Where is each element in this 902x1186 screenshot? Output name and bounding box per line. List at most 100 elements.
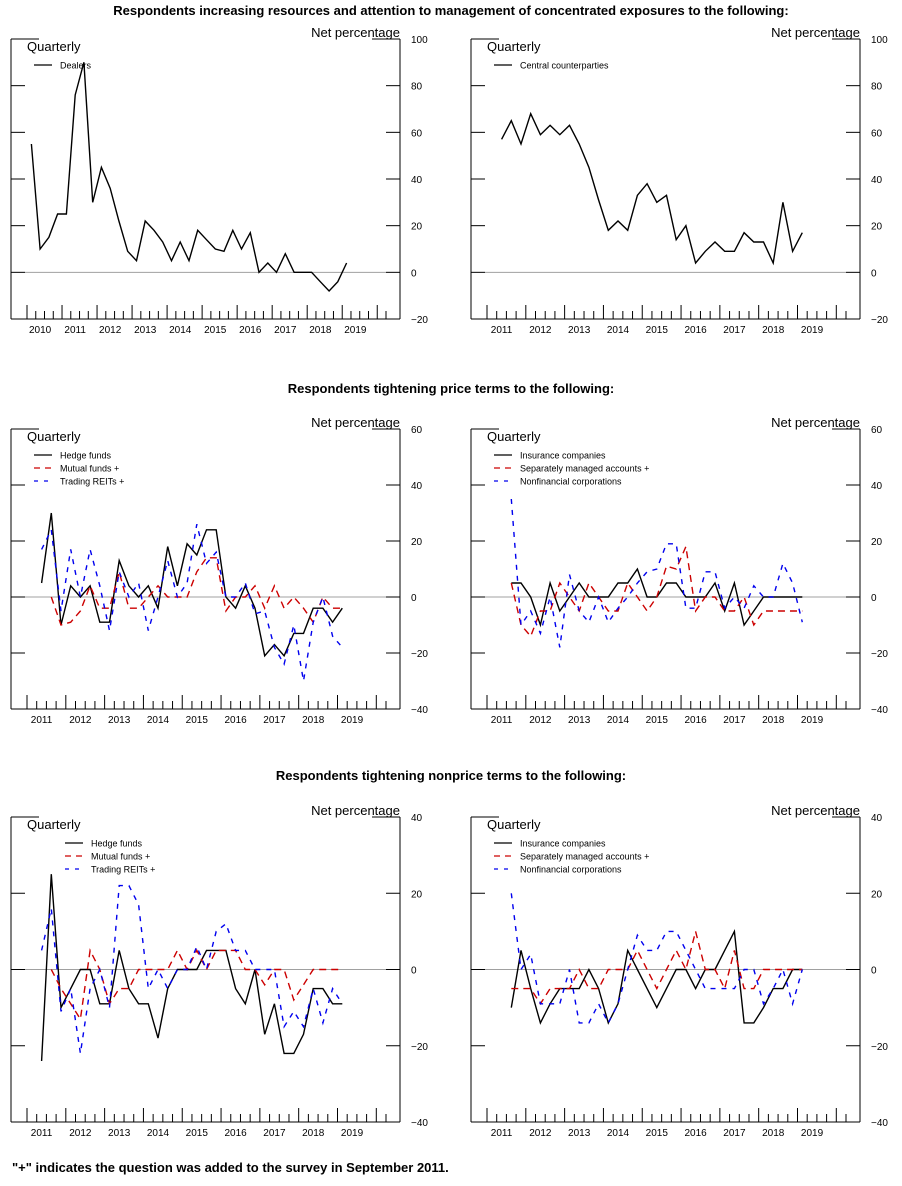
y-tick-label: 0 <box>871 268 877 279</box>
x-tick-label: 2014 <box>607 1128 630 1139</box>
x-tick-label: 2012 <box>69 1128 92 1139</box>
series-line-separately-managed-accounts <box>510 544 803 638</box>
y-axis-label: Net percentage <box>311 803 400 818</box>
y-tick-label: 100 <box>871 35 888 46</box>
y-tick-label: 80 <box>411 82 423 93</box>
x-tick-label: 2015 <box>646 1128 669 1139</box>
x-tick-label: 2014 <box>147 1128 170 1139</box>
legend-label-hedge-funds: Hedge funds <box>60 451 112 461</box>
legend-label-central-counterparties: Central counterparties <box>520 61 609 71</box>
y-tick-label: 20 <box>871 537 883 548</box>
x-tick-label: 2016 <box>224 715 247 726</box>
series-line-mutual-funds <box>50 557 343 626</box>
x-tick-label: 2015 <box>186 1128 209 1139</box>
x-tick-label: 2016 <box>684 715 707 726</box>
chart-dealers: −20 0 20 40 60 80 100 2010 2011 2012 2013 2014 2015 2… <box>0 20 440 340</box>
legend-label-separately-managed-accounts: Separately managed accounts + <box>520 852 649 862</box>
legend-label-trading-reits: Trading REITs + <box>91 865 155 875</box>
series-line-hedge-funds <box>40 874 343 1062</box>
x-tick-label: 2017 <box>263 715 286 726</box>
y-tick-label: −20 <box>411 1042 428 1053</box>
series-line-dealers <box>30 62 348 293</box>
frequency-label: Quarterly <box>27 817 81 832</box>
chart-price-terms-left: −40 −20 0 20 40 60 2011 2012 2013 2014 2015 2016 201… <box>0 410 440 730</box>
y-tick-label: 20 <box>411 222 423 233</box>
chart-svg: −20 0 20 40 60 80 100 2011 2012 2013 2014 2015 2016 2… <box>470 25 888 336</box>
x-tick-label: 2017 <box>723 1128 746 1139</box>
legend-label-insurance-companies: Insurance companies <box>520 451 606 461</box>
x-tick-label: 2012 <box>99 325 122 336</box>
legend-label-dealers: Dealers <box>60 61 92 71</box>
legend-label-separately-managed-accounts: Separately managed accounts + <box>520 464 649 474</box>
legend-label-mutual-funds: Mutual funds + <box>60 464 119 474</box>
x-tick-label: 2012 <box>529 1128 552 1139</box>
legend-label-trading-reits: Trading REITs + <box>60 477 124 487</box>
legend-label-insurance-companies: Insurance companies <box>520 839 606 849</box>
x-tick-label: 2011 <box>491 715 513 726</box>
y-axis-label: Net percentage <box>311 25 400 40</box>
y-tick-label: 60 <box>411 425 423 436</box>
y-tick-label: 40 <box>411 481 423 492</box>
chart-svg: −40 −20 0 20 40 2011 2012 2013 2014 2015 2016 2017 2… <box>470 803 888 1139</box>
chart-svg: −40 −20 0 20 40 2011 2012 2013 2014 2015 2016 2017 2… <box>10 803 428 1139</box>
x-tick-label: 2015 <box>646 715 669 726</box>
legend-label-hedge-funds: Hedge funds <box>91 839 143 849</box>
x-tick-label: 2011 <box>64 325 86 336</box>
x-tick-label: 2016 <box>684 1128 707 1139</box>
x-tick-label: 2018 <box>762 1128 785 1139</box>
y-tick-label: −20 <box>871 315 888 326</box>
y-axis-label: Net percentage <box>771 803 860 818</box>
y-tick-label: 20 <box>871 889 883 900</box>
x-tick-label: 2015 <box>204 325 227 336</box>
section-title-price-terms: Respondents tightening price terms to th… <box>287 381 615 396</box>
footnote: "+" indicates the question was added to … <box>12 1160 449 1175</box>
x-tick-label: 2016 <box>239 325 262 336</box>
chart-central-counterparties: −20 0 20 40 60 80 100 2011 2012 2013 2014 2015 2016 2… <box>460 20 900 340</box>
chart-svg: −20 0 20 40 60 80 100 2010 2011 2012 2013 2014 2015 2… <box>10 25 428 336</box>
x-tick-label: 2012 <box>529 715 552 726</box>
x-tick-label: 2015 <box>186 715 209 726</box>
x-tick-label: 2014 <box>169 325 192 336</box>
y-tick-label: −20 <box>411 315 428 326</box>
x-tick-label: 2012 <box>529 325 552 336</box>
x-tick-label: 2015 <box>646 325 669 336</box>
x-tick-label: 2019 <box>341 1128 364 1139</box>
legend-label-nonfinancial-corporations: Nonfinancial corporations <box>520 865 622 875</box>
y-tick-label: 60 <box>871 128 883 139</box>
y-tick-label: 0 <box>411 593 417 604</box>
x-tick-label: 2011 <box>491 1128 513 1139</box>
x-tick-label: 2011 <box>31 715 53 726</box>
x-tick-label: 2017 <box>723 715 746 726</box>
x-tick-label: 2017 <box>274 325 297 336</box>
x-tick-label: 2017 <box>263 1128 286 1139</box>
y-tick-label: −20 <box>871 649 888 660</box>
y-tick-label: −40 <box>411 705 428 716</box>
chart-svg: −40 −20 0 20 40 60 2011 2012 2013 2014 2015 2016 201… <box>470 415 888 726</box>
series-line-trading-reits <box>40 884 343 1054</box>
y-tick-label: 0 <box>871 966 877 977</box>
y-tick-label: 20 <box>871 222 883 233</box>
frequency-label: Quarterly <box>487 429 541 444</box>
x-tick-label: 2019 <box>801 325 824 336</box>
y-tick-label: 0 <box>411 268 417 279</box>
x-tick-label: 2012 <box>69 715 92 726</box>
x-tick-label: 2019 <box>344 325 367 336</box>
x-tick-label: 2017 <box>723 325 746 336</box>
x-tick-label: 2019 <box>801 1128 824 1139</box>
x-tick-label: 2014 <box>607 715 630 726</box>
y-tick-label: −20 <box>871 1042 888 1053</box>
y-tick-label: 60 <box>411 128 423 139</box>
x-tick-label: 2013 <box>108 715 131 726</box>
x-tick-label: 2016 <box>224 1128 247 1139</box>
y-tick-label: 40 <box>871 175 883 186</box>
x-tick-label: 2016 <box>684 325 707 336</box>
y-tick-label: −40 <box>871 705 888 716</box>
y-tick-label: 20 <box>411 889 423 900</box>
x-tick-label: 2018 <box>762 715 785 726</box>
series-line-central-counterparties <box>500 111 803 266</box>
x-tick-label: 2018 <box>302 1128 325 1139</box>
x-tick-label: 2013 <box>568 715 591 726</box>
x-tick-label: 2014 <box>147 715 170 726</box>
y-tick-label: 0 <box>411 966 417 977</box>
x-tick-label: 2018 <box>302 715 325 726</box>
